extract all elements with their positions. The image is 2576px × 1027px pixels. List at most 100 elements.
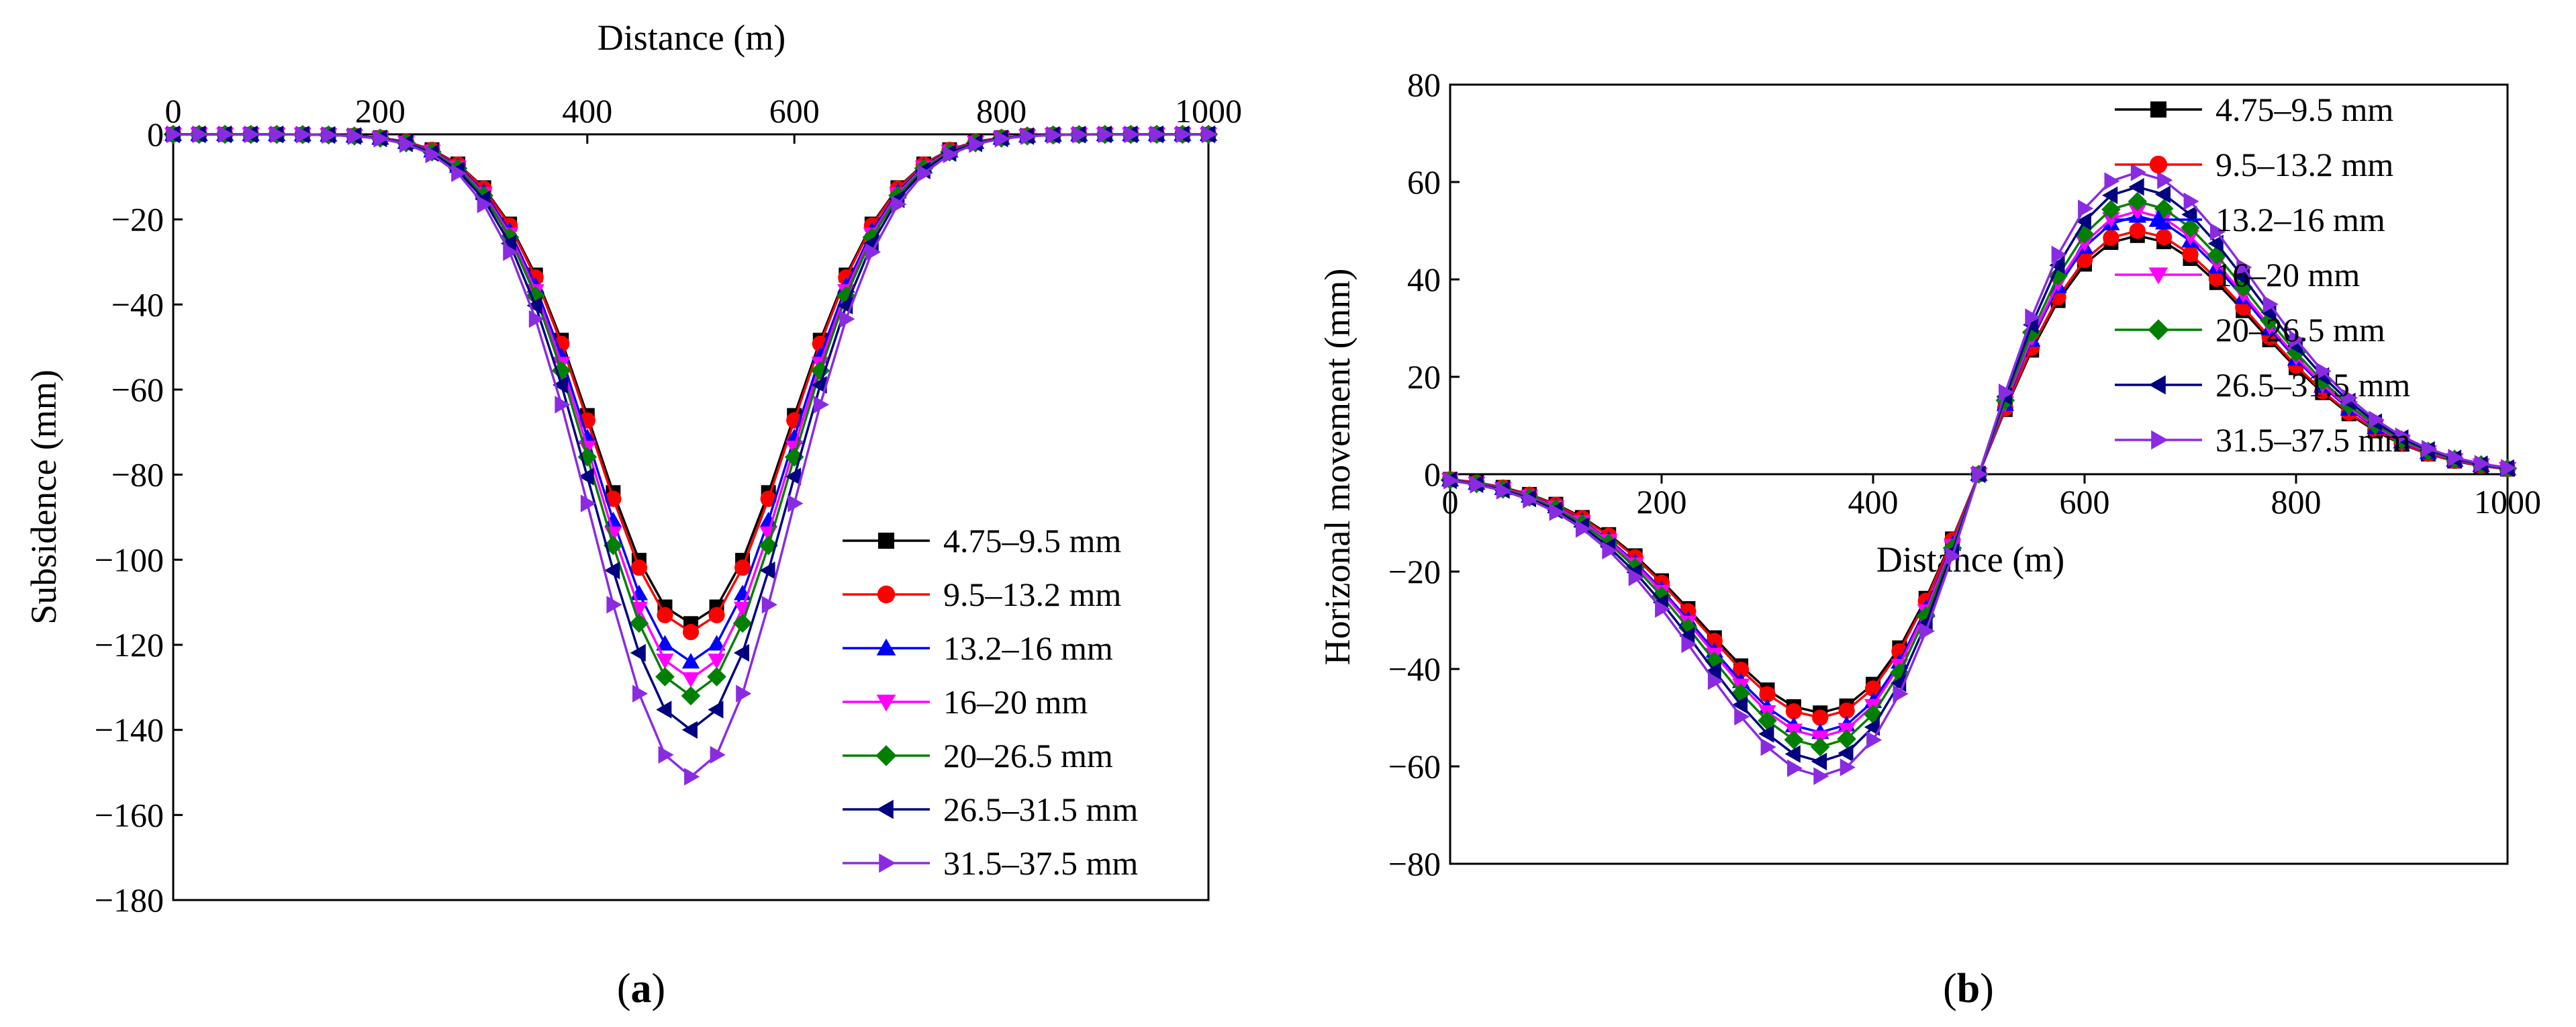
panel-a-legend-marker [876, 695, 896, 712]
panel-b-series-7-point [1866, 731, 1882, 749]
panel-a-series-3-point [708, 635, 726, 651]
panel-b-series-7-point [2104, 172, 2120, 190]
panel-b-series-4-point [2128, 204, 2146, 220]
panel-a-series-7-point [891, 195, 907, 214]
panel-a-series-5-point [810, 361, 830, 381]
panel-a-series-6-point [811, 375, 827, 394]
panel-b-legend-marker [2148, 319, 2169, 341]
panel-a-series-3-point [604, 511, 622, 527]
panel-a-y-tick-label: −160 [95, 796, 164, 834]
panel-a-series-7-point [1150, 125, 1166, 144]
panel-a-series-7-point [295, 126, 312, 144]
panel-b-series-2-point [2156, 228, 2173, 246]
panel-a-series-4-point [708, 654, 726, 670]
panel-b-series-7-point [2262, 295, 2279, 314]
panel-b-series-2-point [2129, 222, 2146, 239]
panel-a-series-6-point [526, 296, 542, 315]
panel-a-series-3-point [681, 653, 700, 669]
panel-b-series-2-point [1785, 703, 1802, 720]
panel-a-series-7-point [503, 243, 519, 261]
panel-a-series-7-point [606, 596, 622, 614]
panel-b-series-7-point [1628, 568, 1644, 586]
panel-b-legend-marker [2149, 155, 2168, 174]
panel-a-series-6-point [785, 467, 802, 486]
panel-a-series-2-point [657, 607, 673, 623]
panel-b-series-7-point [2236, 258, 2252, 277]
panel-a-series-6-point [656, 701, 672, 719]
panel-b-series-5-point [2101, 199, 2121, 220]
panel-b-series-7-point [1523, 490, 1539, 509]
panel-a-x-tick-label: 800 [976, 92, 1027, 130]
panel-a-series-7-point [658, 746, 674, 764]
panel-b-series-7-point [1998, 383, 2015, 402]
panel-b-caption-letter: b [1957, 966, 1980, 1012]
panel-b-y-tick-label: −20 [1388, 553, 1441, 590]
panel-a-series-6-point [733, 643, 749, 662]
panel-a-ylabel: Subsidence (mm) [23, 369, 64, 624]
panel-a-caption: (a) [617, 966, 665, 1012]
panel-b-series-2-point [2076, 251, 2093, 269]
panel-b-series-6-point [2207, 234, 2224, 253]
panel-b-series-7-point [1760, 738, 1776, 756]
panel-b-series-7-point [2209, 222, 2226, 241]
panel-b-series-7-point [1972, 465, 1988, 484]
panel-b-series-7-point [2421, 439, 2438, 458]
panel-a-series-6-point [708, 701, 724, 719]
panel-b-series-7-point [2289, 330, 2305, 349]
panel-a-legend-label: 26.5–31.5 mm [943, 791, 1138, 828]
panel-a-series-7-point [710, 746, 726, 764]
panel-b-legend-marker [2148, 375, 2166, 395]
panel-a-y-tick-label: 0 [147, 116, 164, 153]
panel-b-series-7-point [1575, 520, 1592, 538]
panel-a-series-2-point [630, 560, 648, 576]
panel-b-series-7-point [2051, 245, 2067, 264]
panel-b-series-2-point [1733, 661, 1750, 678]
panel-b-caption-close: ) [1980, 966, 1994, 1012]
panel-a-xlabel: Distance (m) [598, 17, 785, 58]
panel-b-series-6-point [1784, 745, 1801, 763]
panel-a-series-5-point [732, 613, 753, 633]
panel-b-series-7-point [1655, 600, 1671, 618]
panel-b-y-tick-label: −40 [1388, 650, 1441, 688]
panel-b-series-7-point [1707, 672, 1723, 690]
panel-b-series-6-point [2154, 185, 2171, 204]
panel-a-series-5-point [655, 667, 675, 686]
panel-a-legend-label: 20–26.5 mm [943, 737, 1113, 774]
panel-a-series-7 [166, 125, 1218, 786]
panel-a-series-2 [164, 126, 1217, 641]
panel-a-series-7-point [865, 243, 881, 261]
panel-a-series-7-point [813, 396, 829, 414]
panel-b-series-7-point [1734, 707, 1750, 726]
panel-b-series-5-point [2128, 191, 2148, 212]
panel-b-y-tick-label: 40 [1407, 261, 1441, 298]
panel-a-series-6-point [553, 375, 569, 394]
panel-a-series-6-point [759, 562, 775, 580]
panel-b-series-7-point [1893, 684, 1909, 703]
panel-b-series-7-point [2078, 199, 2094, 218]
panel-a-series-7-point [1124, 125, 1140, 144]
panel-b-series-2-point [1759, 686, 1776, 703]
panel-b-x-tick-label: 400 [1848, 483, 1899, 521]
panel-a-x-tick-label: 600 [769, 92, 820, 130]
panel-a-series-7-point [1098, 125, 1114, 144]
panel-b-series-7-point [2342, 389, 2358, 407]
panel-a-series-5-point [629, 613, 649, 633]
panel-a-legend: 4.75–9.5 mm 9.5–13.2 mm 13.2–16 mm 16–20 mm… [843, 522, 1138, 882]
panel-a-series-7-point [580, 494, 596, 512]
panel-a-legend-label: 13.2–16 mm [943, 629, 1113, 667]
panel-a-legend-marker [877, 585, 896, 604]
panel-a-series-4-point [681, 672, 700, 688]
panel-a-series-7-point [632, 684, 649, 703]
panel-a-series-7-point [1072, 126, 1088, 144]
panel-b-series-6-point [1758, 725, 1774, 743]
panel-b-legend: 4.75–9.5 mm 9.5–13.2 mm 13.2–16 mm 16–20 mm… [2115, 91, 2410, 459]
panel-a-series-7-point [322, 126, 338, 144]
panel-a-series-2-point [734, 560, 751, 576]
panel-a-series-7-point [218, 125, 234, 144]
panel-b-xlabel: Distance (m) [1876, 539, 2064, 580]
panel-a-legend-marker [876, 799, 894, 819]
panel-a-series-3-point [759, 511, 777, 527]
panel-b-series-7-point [1919, 622, 1935, 640]
panel-a-y-tick-label: −180 [95, 881, 164, 919]
panel-b-caption: (b) [1943, 966, 1994, 1012]
